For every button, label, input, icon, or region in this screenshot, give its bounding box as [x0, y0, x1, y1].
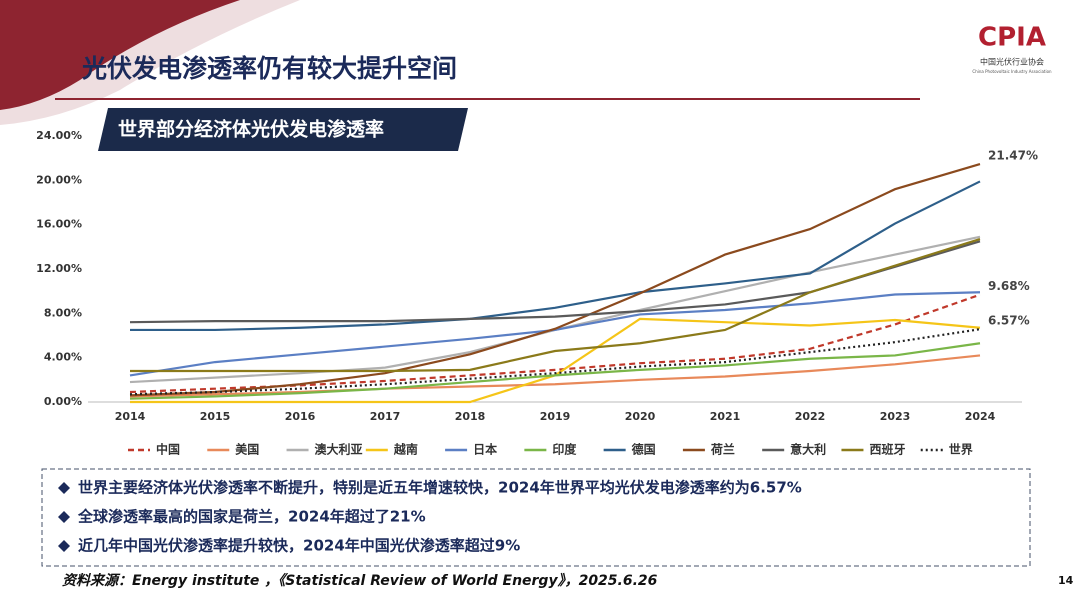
- series-line: [129, 342, 981, 400]
- legend-label: 中国: [156, 442, 180, 457]
- logo-en: China Photovoltaic Industry Association: [972, 69, 1052, 74]
- y-tick-label: 12.00%: [36, 262, 82, 275]
- bullet: 近几年中国光伏渗透率提升较快，2024年中国光伏渗透率超过9%: [78, 537, 520, 555]
- chart: 0.00% 4.00% 8.00% 12.00% 16.00% 20.00% 24.00% 2…: [36, 129, 1038, 457]
- page-number: 14: [1058, 574, 1074, 587]
- series-line: [129, 240, 981, 324]
- bullet-icon: [58, 482, 70, 494]
- logo-cn: 中国光伏行业协会: [980, 57, 1044, 67]
- decoration: [0, 0, 240, 110]
- y-tick-label: 0.00%: [44, 395, 82, 408]
- y-tick-label: 24.00%: [36, 129, 82, 142]
- bullet: 全球渗透率最高的国家是荷兰，2024年超过了21%: [77, 508, 426, 526]
- x-tick-label: 2014: [115, 410, 146, 423]
- x-tick-label: 2019: [540, 410, 571, 423]
- series-line: [129, 291, 981, 377]
- note-box: [41, 468, 1031, 567]
- legend-label: 越南: [393, 442, 418, 457]
- legend-label: 日本: [473, 442, 497, 457]
- legend-label: 荷兰: [710, 442, 735, 457]
- bullet-icon: [58, 511, 70, 523]
- x-tick-label: 2022: [795, 410, 826, 423]
- slide-title: 光伏发电渗透率仍有较大提升空间: [81, 54, 457, 83]
- legend-label: 美国: [235, 442, 259, 457]
- series-line: [129, 328, 981, 396]
- x-tick-label: 2018: [455, 410, 486, 423]
- x-tick-label: 2023: [880, 410, 911, 423]
- series-line: [130, 317, 981, 404]
- legend-label: 意大利: [790, 442, 826, 457]
- legend-label: 西班牙: [869, 442, 905, 457]
- x-tick-label: 2015: [200, 410, 231, 423]
- y-tick-label: 20.00%: [36, 173, 82, 186]
- series-line: [130, 238, 981, 373]
- legend-label: 世界: [949, 442, 973, 457]
- source: 资料来源：Energy institute ，《Statistical Revi…: [62, 572, 658, 589]
- data-label: 21.47%: [988, 149, 1038, 163]
- x-tick-label: 2017: [370, 410, 401, 423]
- data-label: 6.57%: [988, 314, 1030, 328]
- legend-label: 德国: [632, 442, 656, 457]
- bullet-icon: [58, 540, 70, 552]
- logo: CPIA: [978, 23, 1046, 53]
- series-line: [129, 293, 981, 394]
- chart-title: 世界部分经济体光伏发电渗透率: [118, 118, 384, 141]
- legend-label: 澳大利亚: [315, 442, 363, 457]
- series-line: [130, 180, 981, 332]
- data-label: 9.68%: [988, 279, 1030, 293]
- series-line: [129, 162, 981, 397]
- legend-label: 印度: [552, 442, 577, 457]
- x-tick-label: 2020: [625, 410, 656, 423]
- series-line: [129, 235, 981, 384]
- series-line: [129, 354, 981, 398]
- chart-title-badge: [98, 108, 468, 151]
- x-tick-label: 2021: [710, 410, 741, 423]
- x-tick-label: 2024: [965, 410, 996, 423]
- y-tick-label: 8.00%: [44, 306, 82, 319]
- y-tick-label: 16.00%: [36, 218, 82, 231]
- bullet: 世界主要经济体光伏渗透率不断提升，特别是近五年增速较快，2024年世界平均光伏发…: [78, 479, 802, 497]
- y-tick-label: 4.00%: [44, 351, 82, 364]
- x-tick-label: 2016: [285, 410, 316, 423]
